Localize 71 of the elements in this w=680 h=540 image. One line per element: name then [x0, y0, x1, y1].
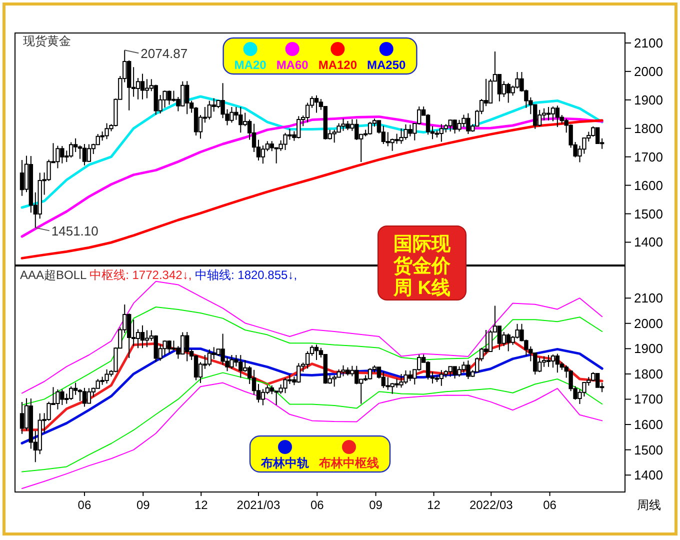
y-tick-label: 1700	[634, 149, 663, 164]
y-tick-label: 1800	[634, 366, 663, 382]
candlestick	[546, 354, 551, 368]
line-series	[22, 306, 603, 406]
candlestick	[86, 388, 92, 404]
candlestick	[68, 142, 74, 158]
x-tick-label: 12	[427, 498, 441, 512]
y-tick-label: 1600	[634, 417, 663, 432]
candlestick	[82, 387, 87, 408]
legend-label: 布林中轨	[260, 456, 309, 470]
line-series	[20, 347, 604, 444]
candlestick	[555, 353, 560, 374]
x-tick-label: 06	[78, 498, 92, 512]
legend-label: 布林中枢线	[318, 456, 379, 470]
x-tick-label: 06	[543, 498, 557, 512]
legend-label: MA120	[318, 58, 358, 72]
line-series	[20, 95, 604, 209]
x-tick-label: 09	[136, 498, 150, 512]
y-tick-label: 1500	[634, 206, 663, 222]
candlestick	[86, 144, 92, 162]
y-tick-label: 1800	[634, 120, 663, 136]
y-tick-label: 1400	[634, 234, 663, 250]
candlestick	[439, 124, 444, 142]
text: 周线	[637, 498, 661, 512]
candlestick	[595, 372, 600, 388]
candlestick	[550, 354, 556, 368]
legend-label: MA20	[234, 58, 267, 72]
candlestick	[546, 106, 551, 121]
line-series	[22, 372, 603, 472]
annotation: 中轴线: 1820.855↓,	[194, 268, 298, 282]
y-tick-label: 1900	[634, 92, 663, 108]
annotation: 中枢线: 1772.342↓,	[90, 268, 195, 282]
candlestick	[595, 127, 600, 145]
y-tick-label: 2000	[634, 64, 663, 79]
candlestick	[368, 368, 372, 380]
candlestick	[20, 402, 24, 434]
candlestick	[68, 386, 74, 400]
candlestick	[82, 144, 87, 166]
y-tick-label: 1600	[634, 178, 663, 193]
candlestick	[140, 324, 145, 349]
y-tick-label: 1900	[634, 341, 663, 356]
candlestick	[368, 121, 372, 136]
line-series	[20, 340, 604, 432]
candlestick	[144, 330, 150, 348]
candlestick	[439, 370, 444, 386]
candlestick	[555, 105, 560, 128]
line-series	[22, 382, 603, 489]
x-tick-label: 06	[310, 498, 324, 512]
candlestick	[20, 159, 24, 196]
candlestick	[314, 344, 319, 361]
x-tick-label: 2021/03	[236, 498, 280, 512]
chart-title: 现货黄金	[23, 34, 71, 48]
candlestick	[314, 94, 319, 114]
y-tick-label: 1500	[634, 442, 663, 458]
candlestick	[140, 73, 145, 100]
candlestick	[207, 348, 212, 367]
y-tick-label: 1700	[634, 392, 663, 407]
y-tick-label: 2100	[634, 35, 663, 50]
chart-title: AAA超BOLL	[20, 268, 90, 282]
x-tick-label: 2022/03	[469, 498, 514, 512]
legend-label: MA60	[276, 58, 309, 72]
y-tick-label: 2100	[634, 290, 663, 306]
annotation: 1451.10	[51, 224, 98, 239]
y-tick-label: 2000	[634, 316, 663, 331]
annotation: 2074.87	[140, 46, 188, 62]
x-tick-label: 09	[369, 498, 383, 512]
annotation: 国际现货金价周 K线	[392, 234, 452, 299]
y-tick-label: 1400	[634, 468, 663, 483]
candlestick	[207, 100, 212, 120]
legend-label: MA250	[367, 58, 406, 72]
x-tick-label: 12	[194, 498, 208, 512]
